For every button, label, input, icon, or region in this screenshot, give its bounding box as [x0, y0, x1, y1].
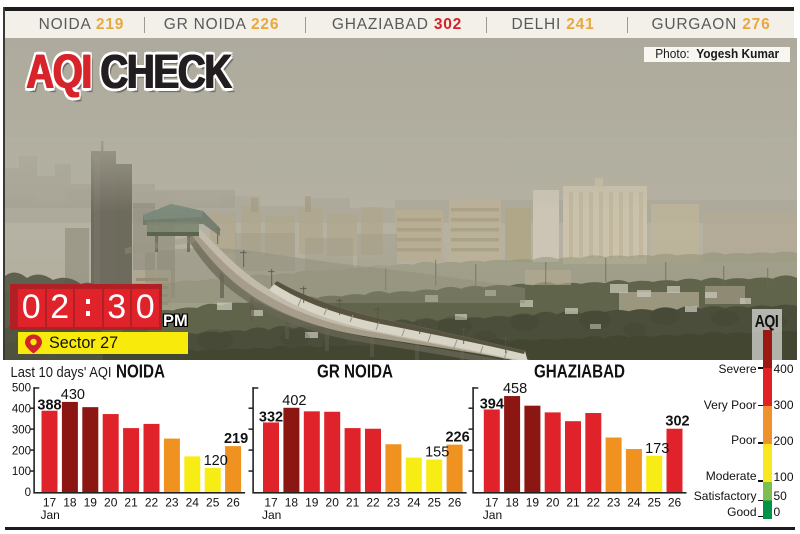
- svg-text:200: 200: [12, 445, 31, 457]
- svg-text:394: 394: [480, 397, 504, 413]
- svg-text:332: 332: [259, 409, 283, 425]
- svg-text:23: 23: [165, 496, 179, 510]
- svg-text:GHAZIABAD: GHAZIABAD: [534, 362, 625, 382]
- svg-text:Jan: Jan: [262, 508, 281, 522]
- svg-text:458: 458: [503, 381, 527, 397]
- svg-text:100: 100: [12, 466, 31, 478]
- svg-text:402: 402: [282, 393, 306, 409]
- svg-text:18: 18: [285, 496, 299, 510]
- svg-text:25: 25: [648, 496, 662, 510]
- svg-text:21: 21: [124, 496, 138, 510]
- svg-text:26: 26: [226, 496, 240, 510]
- svg-text:23: 23: [607, 496, 621, 510]
- svg-text:18: 18: [505, 496, 519, 510]
- svg-text:Jan: Jan: [483, 508, 502, 522]
- svg-text:400: 400: [12, 403, 31, 415]
- svg-text:21: 21: [346, 496, 360, 510]
- svg-text:NOIDA: NOIDA: [116, 362, 165, 382]
- svg-text:Jan: Jan: [41, 508, 60, 522]
- svg-text:21: 21: [566, 496, 580, 510]
- svg-text:17: 17: [43, 496, 57, 510]
- svg-text:24: 24: [186, 496, 200, 510]
- svg-text:219: 219: [224, 431, 248, 447]
- svg-text:22: 22: [145, 496, 159, 510]
- svg-text:Last 10 days' AQI: Last 10 days' AQI: [11, 365, 112, 381]
- svg-text:26: 26: [448, 496, 462, 510]
- svg-text:302: 302: [665, 414, 689, 430]
- svg-text:500: 500: [12, 382, 31, 394]
- svg-text:20: 20: [546, 496, 560, 510]
- svg-text:430: 430: [61, 387, 85, 403]
- svg-text:19: 19: [305, 496, 319, 510]
- svg-text:226: 226: [445, 430, 469, 446]
- svg-text:17: 17: [485, 496, 499, 510]
- svg-text:20: 20: [326, 496, 340, 510]
- svg-text:24: 24: [407, 496, 421, 510]
- svg-text:173: 173: [645, 441, 669, 457]
- svg-text:25: 25: [428, 496, 442, 510]
- svg-text:18: 18: [63, 496, 77, 510]
- svg-text:19: 19: [526, 496, 540, 510]
- svg-text:25: 25: [206, 496, 220, 510]
- svg-text:120: 120: [204, 453, 228, 469]
- svg-text:17: 17: [264, 496, 278, 510]
- svg-text:20: 20: [104, 496, 118, 510]
- svg-text:22: 22: [366, 496, 380, 510]
- svg-text:GR NOIDA: GR NOIDA: [317, 362, 393, 382]
- svg-text:23: 23: [387, 496, 401, 510]
- svg-text:0: 0: [25, 487, 31, 499]
- svg-text:22: 22: [587, 496, 601, 510]
- svg-text:24: 24: [627, 496, 641, 510]
- svg-text:26: 26: [668, 496, 682, 510]
- svg-text:19: 19: [84, 496, 98, 510]
- svg-text:155: 155: [425, 445, 449, 461]
- svg-text:388: 388: [37, 398, 61, 414]
- svg-text:300: 300: [12, 424, 31, 436]
